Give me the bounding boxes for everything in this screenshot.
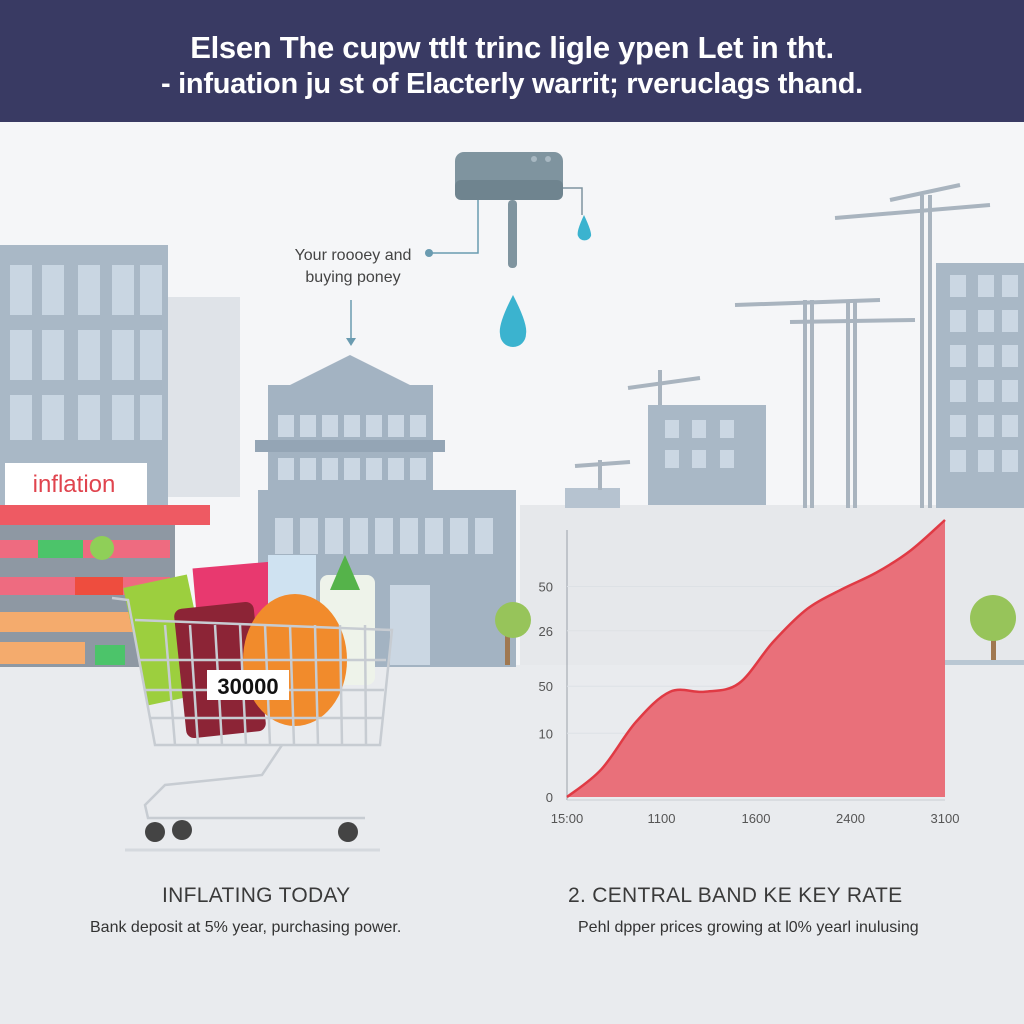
store-sign: inflation [33,471,116,498]
y-tick-label: 26 [539,624,553,639]
y-tick-label: 50 [539,579,553,594]
faucet-icon [346,152,583,346]
x-tick-label: 1100 [648,811,676,826]
y-tick-label: 50 [539,679,553,694]
callout-text-line2: buying poney [305,269,400,286]
x-tick-label: 1600 [742,811,771,826]
header-subtitle: - infuation ju st of Elacterly warrit; r… [161,68,863,100]
area-fill [567,520,945,797]
area-chart: 0 10 50 26 50 15:00 1100 1600 2400 3100 [539,519,960,826]
crane-icon [574,183,991,508]
left-caption-subtitle: Bank deposit at 5% year, purchasing powe… [90,919,402,936]
left-caption-title: INFLATING TODAY [162,884,351,907]
callout-text-line1: Your roooey and [295,247,412,264]
cart-price-tag: 30000 [217,674,278,699]
right-caption-subtitle: Pehl dpper prices growing at l0% yearl i… [578,919,919,936]
header-banner: Elsen The cupw ttlt trinc ligle ypen Let… [0,0,1024,122]
header-title: Elsen The cupw ttlt trinc ligle ypen Let… [190,30,834,65]
building-icon [0,245,240,665]
right-caption-title: 2. CENTRAL BAND KE KEY RATE [568,884,903,907]
y-tick-label: 0 [546,790,553,805]
water-drop-icon [499,295,527,347]
x-tick-label: 15:00 [551,811,584,826]
y-tick-label: 10 [539,726,553,741]
area-line [566,519,946,798]
building-icon [565,263,1024,508]
tree-icon [495,595,1016,665]
x-tick-label: 2400 [836,811,865,826]
x-tick-label: 3100 [931,811,960,826]
water-drop-icon [577,215,592,241]
shopping-cart-icon [111,555,394,852]
